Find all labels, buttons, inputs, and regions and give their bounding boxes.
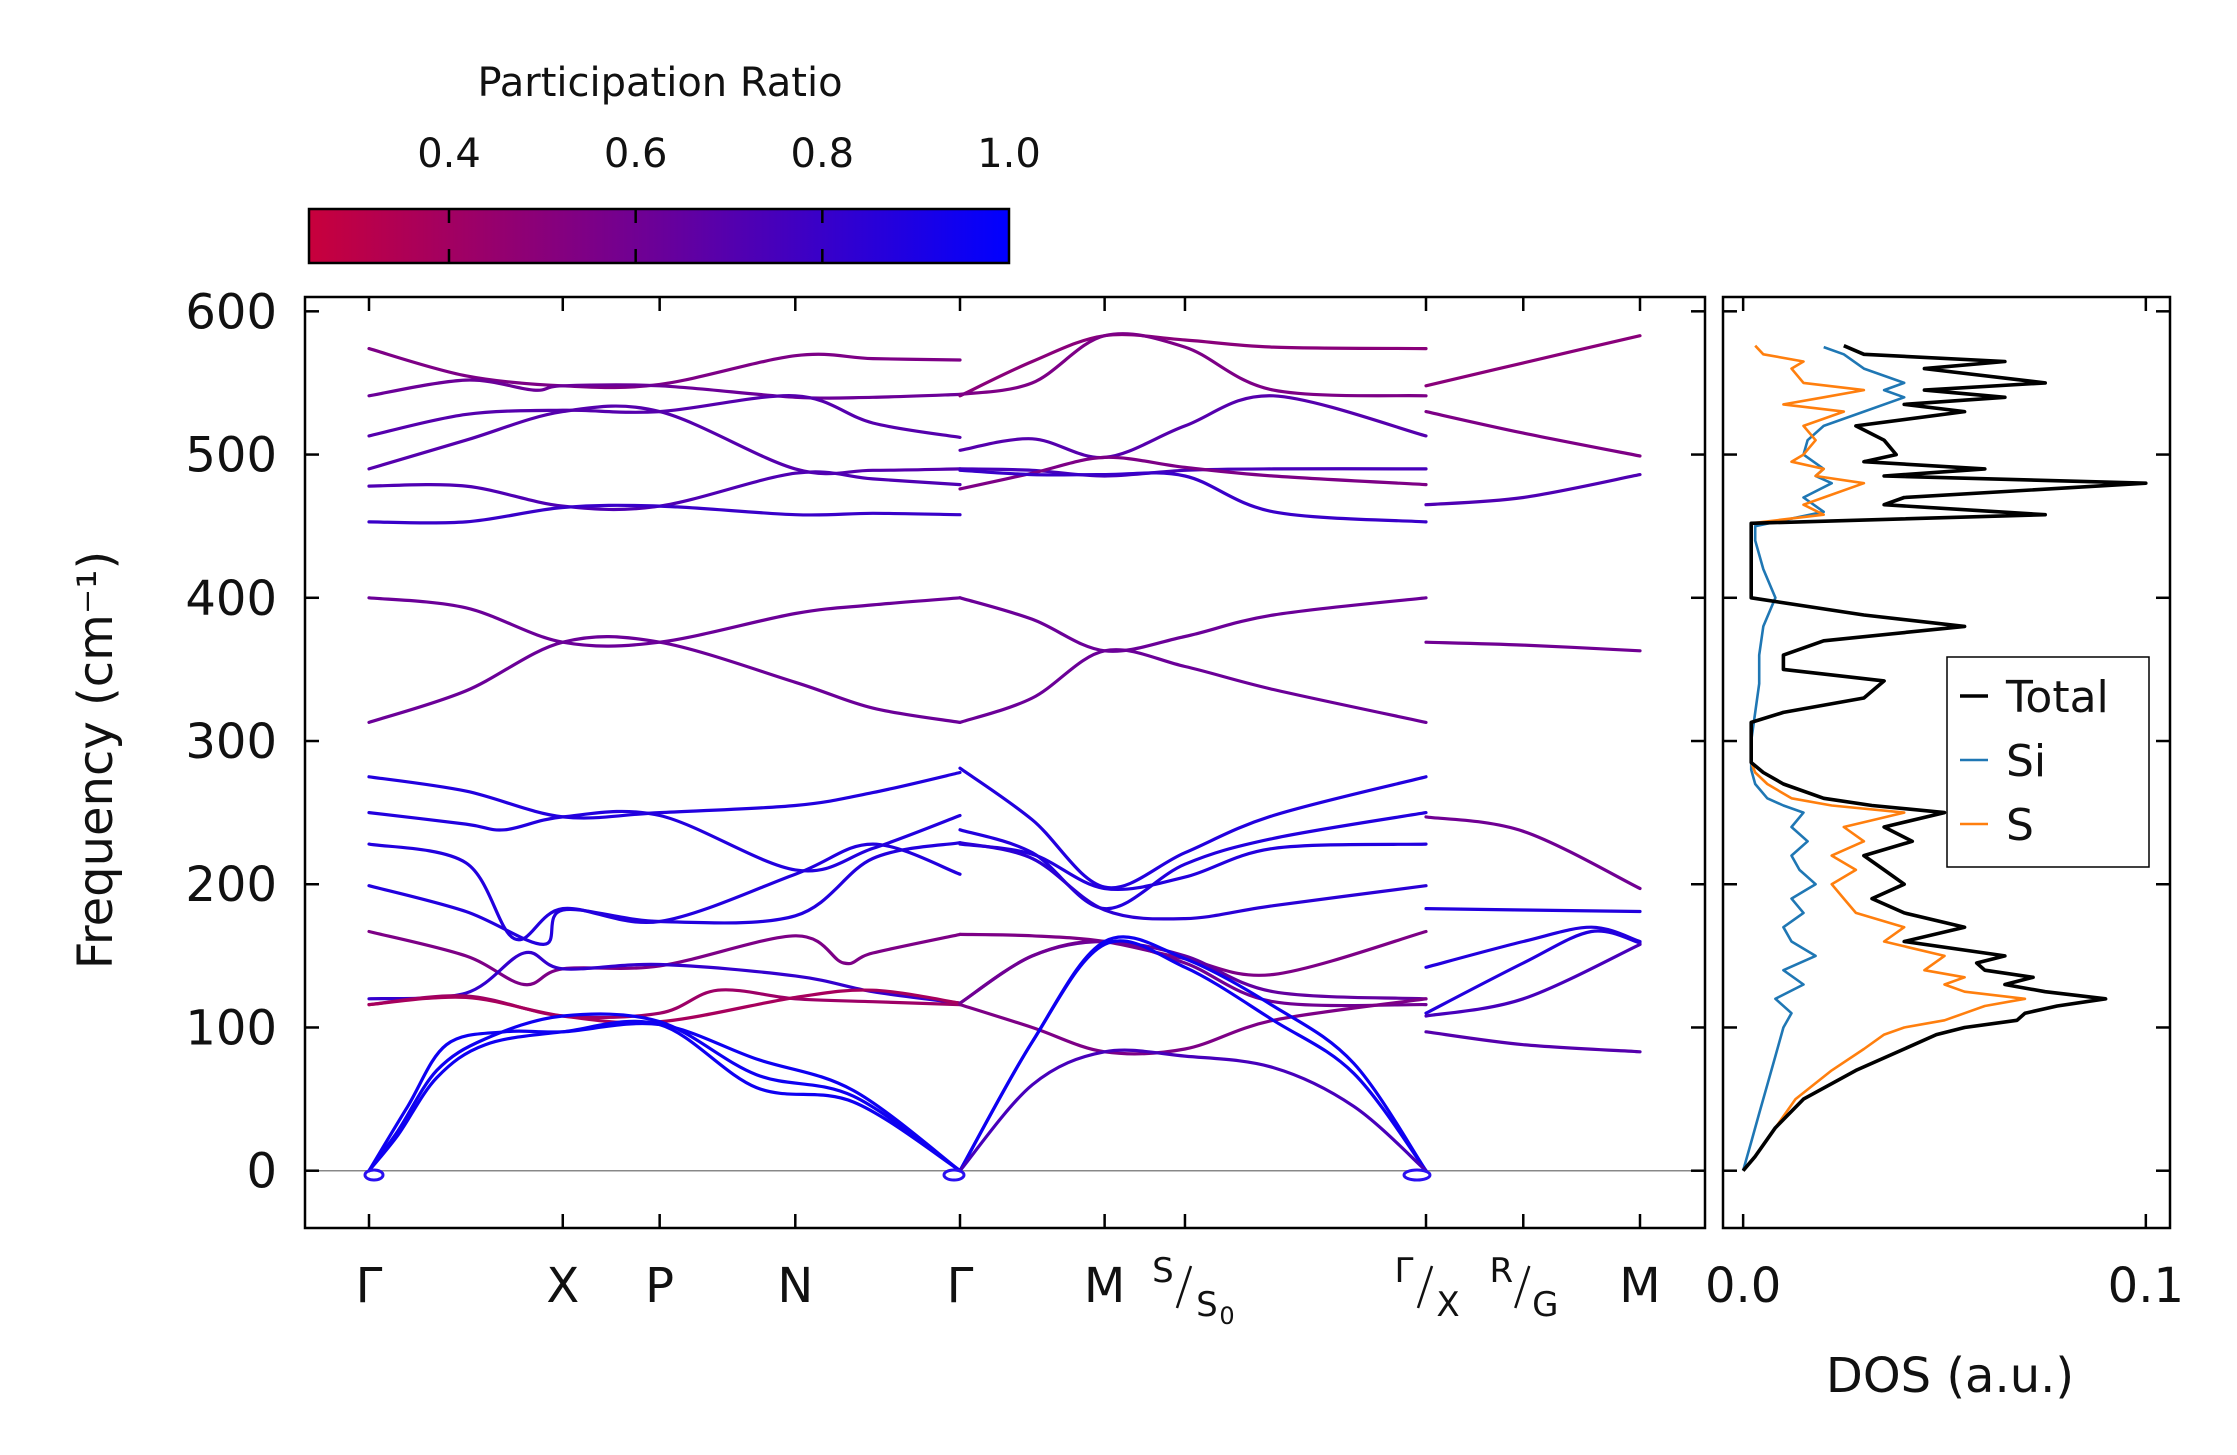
xtick-label-base: S bbox=[1196, 1285, 1218, 1325]
gamma-acoustic-loop bbox=[1402, 1168, 1432, 1182]
band-line bbox=[958, 766, 1428, 890]
xtick-label-slash bbox=[1514, 1265, 1531, 1309]
band-line bbox=[367, 503, 962, 525]
colorbar-tick-label: 0.6 bbox=[604, 131, 668, 177]
band-xtick-label: P bbox=[645, 1258, 674, 1314]
dos-x-axis-label: DOS (a.u.) bbox=[1826, 1348, 2074, 1404]
legend-label-total: Total bbox=[2005, 672, 2109, 723]
legend-label-si: Si bbox=[2006, 736, 2046, 787]
band-line bbox=[958, 332, 1428, 398]
dos-panel: 0.0 0.1 DOS (a.u.) Total Si S bbox=[1705, 295, 2184, 1404]
band-line bbox=[367, 842, 962, 942]
band-line bbox=[367, 1012, 962, 1173]
band-line bbox=[1424, 907, 1642, 914]
band-line bbox=[958, 468, 1428, 524]
dos-xtick-label: 0.1 bbox=[2108, 1258, 2184, 1314]
band-line bbox=[958, 939, 1428, 1173]
band-line bbox=[367, 394, 962, 439]
xtick-label-slash bbox=[1175, 1265, 1193, 1309]
band-line bbox=[1424, 1030, 1642, 1054]
xtick-label-sup: Γ bbox=[1395, 1251, 1414, 1291]
band-xtick-label: M bbox=[1084, 1258, 1125, 1314]
dos-line-si bbox=[1741, 345, 1906, 1172]
band-line bbox=[1424, 925, 1642, 969]
band-line bbox=[958, 841, 1428, 921]
band-line bbox=[1424, 942, 1642, 1018]
band-ytick-label: 100 bbox=[185, 1000, 277, 1056]
band-line bbox=[958, 842, 1428, 892]
band-line bbox=[1424, 815, 1642, 891]
band-line bbox=[367, 770, 962, 820]
colorbar-label: Participation Ratio bbox=[477, 60, 842, 106]
band-line bbox=[367, 841, 962, 947]
band-line bbox=[367, 404, 962, 476]
band-ytick-label: 200 bbox=[185, 857, 277, 913]
band-line bbox=[1424, 410, 1642, 458]
band-xtick-fraction-label: SS 0 bbox=[1152, 1251, 1234, 1330]
band-line bbox=[958, 929, 1428, 977]
band-xtick-label: Γ bbox=[947, 1258, 974, 1314]
xtick-label-base: X bbox=[1436, 1285, 1459, 1325]
band-ytick-label: 400 bbox=[185, 571, 277, 627]
band-y-axis-label: Frequency (cm⁻¹) bbox=[68, 551, 124, 969]
band-line bbox=[958, 1048, 1428, 1173]
xtick-label-sup: S bbox=[1152, 1251, 1174, 1291]
band-line bbox=[958, 467, 1428, 478]
band-xtick-fraction-label: ΓX bbox=[1395, 1251, 1460, 1325]
band-line bbox=[367, 1021, 962, 1173]
band-ytick-label: 600 bbox=[185, 284, 277, 340]
dos-panel-frame bbox=[1721, 295, 2172, 1230]
band-line bbox=[367, 470, 962, 512]
band-panel-frame bbox=[303, 295, 1707, 1230]
colorbar-tick-label: 0.4 bbox=[417, 131, 481, 177]
band-line bbox=[367, 1019, 962, 1173]
band-line bbox=[1424, 640, 1642, 653]
band-ytick-label: 500 bbox=[185, 428, 277, 484]
band-line bbox=[367, 809, 962, 873]
band-line bbox=[367, 929, 962, 987]
xtick-label-sub: 0 bbox=[1219, 1302, 1234, 1330]
band-line bbox=[367, 596, 962, 648]
band-xtick-label: M bbox=[1619, 1258, 1660, 1314]
dos-line-total bbox=[1741, 344, 2148, 1172]
band-line bbox=[1424, 929, 1642, 1015]
xtick-label-sup: R bbox=[1489, 1251, 1513, 1291]
band-xtick-label: N bbox=[777, 1258, 813, 1314]
band-line bbox=[1424, 334, 1642, 388]
band-line bbox=[958, 394, 1428, 460]
dos-legend: Total Si S bbox=[1946, 656, 2150, 868]
legend-label-s: S bbox=[2006, 800, 2034, 851]
xtick-label-slash bbox=[1416, 1265, 1434, 1309]
dos-xtick-label: 0.0 bbox=[1705, 1258, 1781, 1314]
band-ytick-label: 300 bbox=[185, 714, 277, 770]
colorbar: Participation Ratio 0.4 0.6 0.8 1.0 bbox=[307, 60, 1041, 265]
band-xtick-label: Γ bbox=[356, 1258, 383, 1314]
band-line bbox=[958, 332, 1428, 398]
band-xtick-label: X bbox=[546, 1258, 579, 1314]
band-line bbox=[1424, 473, 1642, 507]
colorbar-gradient bbox=[307, 207, 1011, 265]
band-line bbox=[958, 596, 1428, 653]
band-line bbox=[958, 648, 1428, 724]
colorbar-tick-label: 0.8 bbox=[791, 131, 855, 177]
gamma-acoustic-loop bbox=[363, 1168, 385, 1182]
xtick-label-base: G bbox=[1532, 1285, 1558, 1325]
band-line bbox=[367, 635, 962, 724]
band-line bbox=[367, 378, 962, 400]
gamma-acoustic-loop bbox=[942, 1168, 966, 1182]
band-ytick-label: 0 bbox=[246, 1144, 277, 1200]
band-xtick-fraction-label: RG bbox=[1489, 1251, 1558, 1325]
legend-frame bbox=[1946, 656, 2150, 868]
colorbar-tick-label: 1.0 bbox=[977, 131, 1041, 177]
